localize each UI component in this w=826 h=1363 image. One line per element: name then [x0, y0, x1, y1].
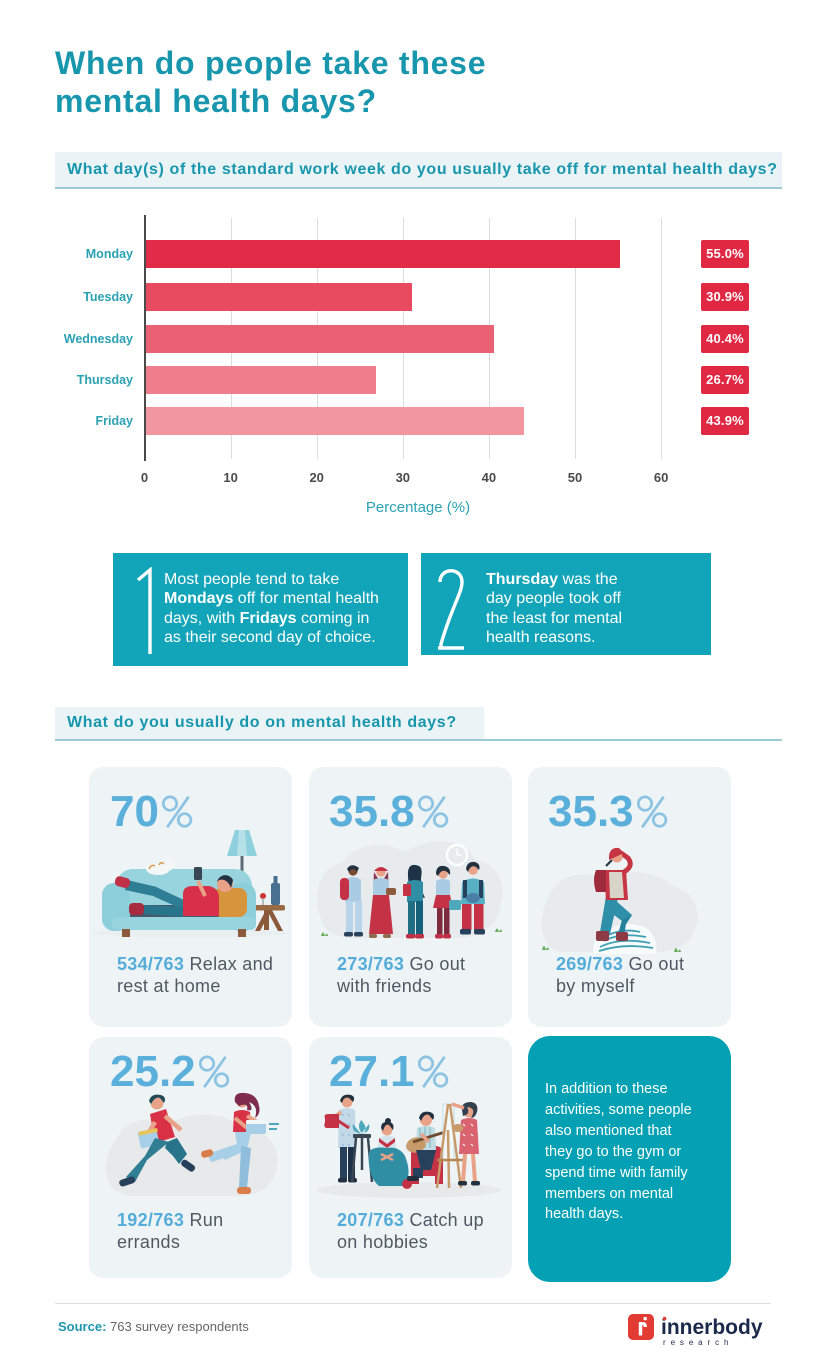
svg-text:innerbody: innerbody — [661, 1316, 763, 1339]
svg-text:research: research — [663, 1338, 733, 1347]
